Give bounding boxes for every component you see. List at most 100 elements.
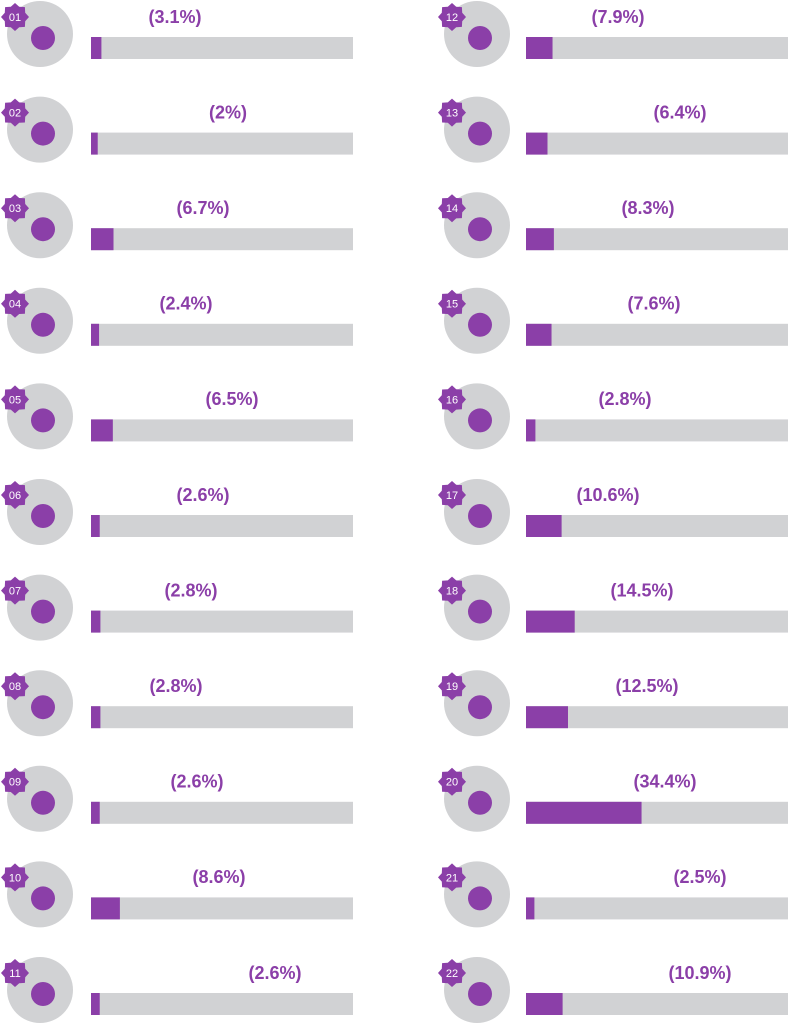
icon [468,695,492,720]
icon [468,408,492,433]
badge-number: 06 [9,490,21,502]
badge-number: 05 [9,394,21,406]
bar [526,132,548,155]
badge-number: 17 [446,490,458,502]
bar [91,419,113,442]
icon [31,26,55,50]
bar-track [526,323,788,346]
bar [526,801,642,824]
icon [468,312,492,337]
icon [31,599,55,624]
icon [31,695,55,720]
bar [526,706,568,729]
icon [31,121,55,146]
value-label: (7.9%) [591,7,644,27]
bar-track [91,610,353,633]
badge [1,672,29,701]
bar-track [91,228,353,251]
value-label: (2.6%) [248,963,301,983]
badge-number: 04 [9,299,21,311]
bar-track [91,419,353,442]
bar-track [526,132,788,155]
icon [31,790,55,815]
bar-track [91,323,353,346]
icon [468,26,492,50]
badge-number: 21 [446,872,458,884]
bar-track [526,228,788,251]
badge [438,672,466,701]
badge [1,98,29,127]
bar [526,610,575,633]
badge-number: 12 [446,12,458,24]
icon [468,121,492,146]
badge [1,767,29,796]
value-label: (2.6%) [176,485,229,505]
bar-track [91,993,353,1015]
bar-track [91,132,353,155]
badge [1,194,29,223]
badge [1,576,29,605]
value-label: (7.6%) [627,294,680,314]
badge [438,98,466,127]
badge-number: 16 [446,394,458,406]
badge [438,481,466,509]
icon [31,886,55,911]
bar-track [91,37,353,59]
value-label: (2%) [209,102,247,122]
badge-number: 02 [9,108,21,120]
bar-track [91,706,353,729]
badge [438,863,466,892]
badge-number: 22 [446,968,458,980]
badge-number: 11 [9,968,20,980]
bar [91,897,120,920]
icon [31,217,55,242]
bar [526,897,535,920]
bar-track [526,897,788,920]
value-label: (2.8%) [149,676,202,696]
bar [526,323,552,346]
icon [31,408,55,433]
bar [526,515,562,537]
badge-number: 03 [9,203,21,215]
badge [1,3,29,31]
bar [91,323,100,346]
bar [526,228,554,251]
bar-track [526,515,788,537]
bar-track [526,610,788,633]
value-label: (14.5%) [610,580,673,600]
value-label: (2.8%) [598,389,651,409]
value-label: (6.4%) [653,102,706,122]
value-label: (34.4%) [633,772,696,792]
icon [31,982,55,1006]
value-label: (2.5%) [673,867,726,887]
value-label: (10.9%) [668,963,731,983]
badge-number: 07 [9,586,21,598]
icon [468,982,492,1006]
value-label: (3.1%) [148,7,201,27]
icon [31,504,55,528]
badge-number: 08 [9,681,21,693]
badge [438,385,466,414]
value-label: (10.6%) [576,485,639,505]
badge [1,959,29,987]
bar-track [526,37,788,59]
badge [438,959,466,987]
bar [91,132,98,155]
badge [438,194,466,223]
badge [1,289,29,318]
badge-number: 15 [446,299,458,311]
bar-track [91,801,353,824]
badge-number: 09 [9,777,21,789]
badge [1,481,29,509]
badge [438,767,466,796]
badge-number: 14 [446,203,458,215]
value-label: (2.4%) [159,294,212,314]
value-label: (2.6%) [170,772,223,792]
bar [91,706,101,729]
bar-track [526,419,788,442]
badge-number: 01 [9,12,21,24]
bar-track [526,993,788,1015]
value-label: (8.3%) [621,198,674,218]
value-label: (6.5%) [205,389,258,409]
